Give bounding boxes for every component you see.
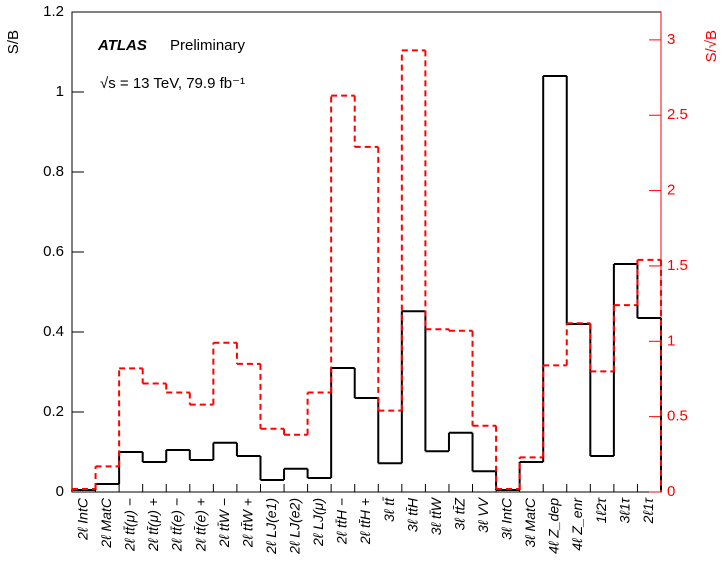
x-tick-label: 2ℓ LJ(e2) [287, 498, 303, 555]
x-tick-label: 3ℓ tt̄ [381, 497, 397, 522]
x-tick-label: 3ℓ tt̄W [428, 496, 444, 535]
y-tick-label: 0.8 [43, 163, 64, 180]
x-tick-label: 2ℓ1τ [640, 497, 656, 524]
x-tick-label: 3ℓ tt̄Z [451, 498, 467, 531]
x-tick-label: 2ℓ tt̄(μ) + [145, 498, 161, 552]
y2-tick-label: 2.5 [667, 106, 688, 123]
y2-tick-label: 0.5 [667, 408, 688, 425]
y2-tick-label: 0 [667, 483, 675, 500]
x-tick-label: 2ℓ tt̄(e) − [169, 498, 185, 552]
x-tick-label: 2ℓ tt̄H − [334, 498, 350, 545]
y-tick-label: 0.2 [43, 403, 64, 420]
x-tick-label: 3ℓ tt̄H [404, 497, 420, 532]
energy-lumi-label: √s = 13 TeV, 79.9 fb⁻¹ [100, 75, 245, 92]
x-tick-label: 2ℓ tt̄H + [357, 498, 373, 545]
x-tick-label: 3ℓ1τ [616, 497, 632, 523]
x-tick-label: 1ℓ2τ [593, 497, 609, 523]
x-tick-label: 2ℓ tt̄(e) + [192, 498, 208, 552]
y-tick-label: 1.2 [43, 3, 64, 20]
x-tick-label: 3ℓ VV [475, 496, 491, 533]
x-tick-label: 2ℓ IntC [74, 497, 90, 541]
y2-axis-label: S/√B [703, 30, 720, 62]
y2-tick-label: 1 [667, 332, 675, 349]
x-tick-label: 2ℓ tt̄W + [239, 498, 255, 548]
y-tick-label: 1 [56, 83, 64, 100]
y-tick-label: 0.4 [43, 323, 64, 340]
x-tick-label: 2ℓ tt̄W − [216, 498, 232, 548]
atlas-label: ATLAS [97, 37, 147, 54]
preliminary-label: Preliminary [170, 37, 246, 54]
y-tick-label: 0 [56, 483, 64, 500]
x-tick-label: 3ℓ MatC [522, 497, 538, 548]
y-tick-label: 0.6 [43, 243, 64, 260]
x-tick-label: 4ℓ Z_enr [569, 497, 585, 551]
x-tick-label: 2ℓ tt̄(μ) − [122, 498, 138, 552]
y-axis-label: S/B [5, 30, 22, 54]
y2-tick-label: 2 [667, 182, 675, 199]
x-tick-label: 2ℓ MatC [98, 497, 114, 549]
x-tick-label: 2ℓ LJ(μ) [310, 498, 326, 547]
x-tick-label: 4ℓ Z_dep [546, 498, 562, 554]
y2-tick-label: 1.5 [667, 257, 688, 274]
y2-tick-label: 3 [667, 31, 675, 48]
x-tick-label: 2ℓ LJ(e1) [263, 498, 279, 555]
x-tick-label: 3ℓ IntC [499, 497, 515, 540]
